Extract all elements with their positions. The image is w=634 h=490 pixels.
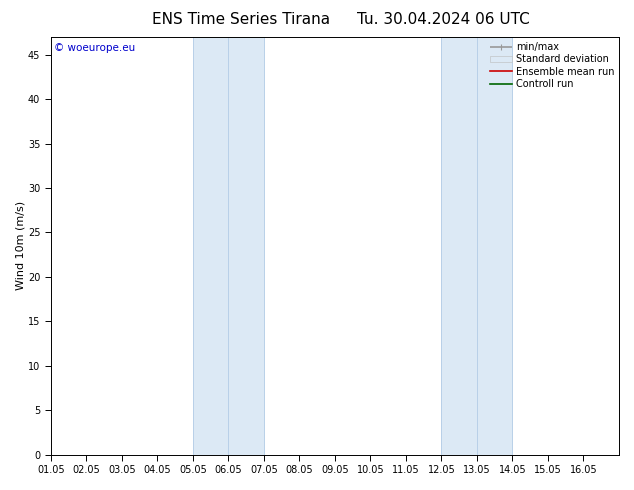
Y-axis label: Wind 10m (m/s): Wind 10m (m/s) <box>15 201 25 291</box>
Bar <box>441 37 512 455</box>
Text: Tu. 30.04.2024 06 UTC: Tu. 30.04.2024 06 UTC <box>358 12 530 27</box>
Bar <box>193 37 264 455</box>
Text: ENS Time Series Tirana: ENS Time Series Tirana <box>152 12 330 27</box>
Legend: min/max, Standard deviation, Ensemble mean run, Controll run: min/max, Standard deviation, Ensemble me… <box>488 40 616 91</box>
Text: © woeurope.eu: © woeurope.eu <box>53 43 135 53</box>
